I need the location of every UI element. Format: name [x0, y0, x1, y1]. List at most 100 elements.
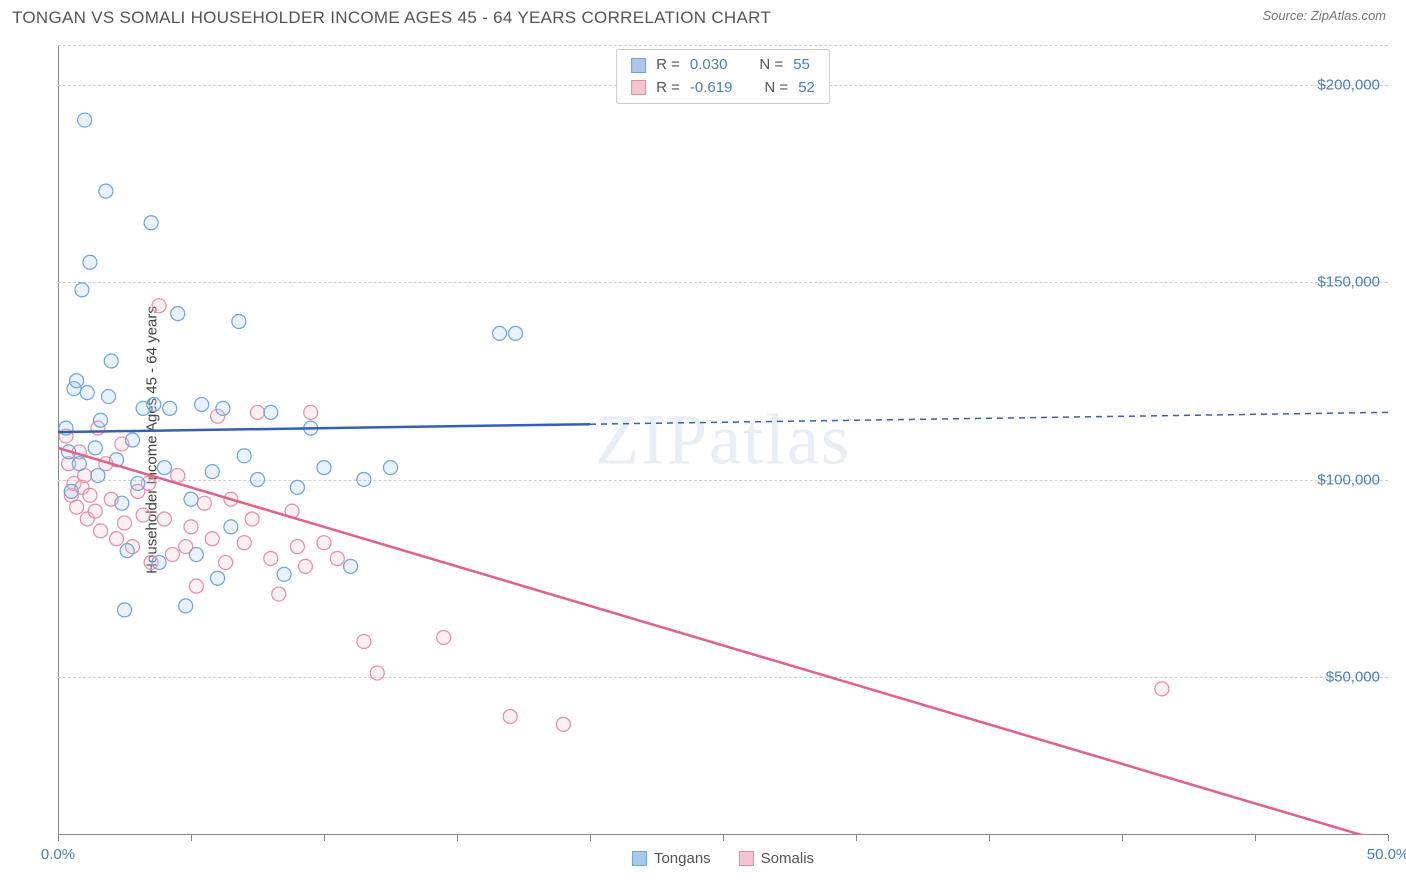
- r-label: R =: [656, 54, 680, 77]
- x-tick: [457, 835, 458, 841]
- data-point: [298, 559, 312, 573]
- r-label: R =: [656, 77, 680, 100]
- data-point: [144, 216, 158, 230]
- data-point: [125, 433, 139, 447]
- r-value-somalis: -0.619: [690, 77, 733, 100]
- data-point: [64, 484, 78, 498]
- data-point: [290, 540, 304, 554]
- data-point: [136, 508, 150, 522]
- data-point: [80, 386, 94, 400]
- data-point: [272, 587, 286, 601]
- data-point: [157, 461, 171, 475]
- legend-label-tongans: Tongans: [654, 850, 711, 867]
- data-point: [493, 326, 507, 340]
- legend-label-somalis: Somalis: [761, 850, 814, 867]
- x-tick: [1388, 835, 1389, 841]
- x-tick: [1122, 835, 1123, 841]
- data-point: [91, 469, 105, 483]
- data-point: [131, 476, 145, 490]
- data-point: [152, 555, 166, 569]
- data-point: [251, 473, 265, 487]
- data-point: [152, 299, 166, 313]
- n-value-tongans: 55: [793, 54, 810, 77]
- data-point: [147, 397, 161, 411]
- x-tick: [1255, 835, 1256, 841]
- data-point: [277, 567, 291, 581]
- source-label: Source: ZipAtlas.com: [1262, 8, 1386, 23]
- data-point: [75, 283, 89, 297]
- x-tick: [723, 835, 724, 841]
- legend-item-tongans: Tongans: [632, 850, 711, 867]
- swatch-somalis: [631, 80, 646, 95]
- chart-title: TONGAN VS SOMALI HOUSEHOLDER INCOME AGES…: [12, 8, 771, 28]
- data-point: [171, 469, 185, 483]
- bottom-legend: Tongans Somalis: [632, 850, 814, 867]
- data-point: [94, 413, 108, 427]
- data-point: [330, 552, 344, 566]
- stats-row-somalis: R = -0.619 N = 52: [631, 77, 815, 100]
- data-point: [237, 536, 251, 550]
- x-tick: [191, 835, 192, 841]
- header: TONGAN VS SOMALI HOUSEHOLDER INCOME AGES…: [0, 0, 1406, 28]
- swatch-tongans: [632, 851, 647, 866]
- data-point: [264, 405, 278, 419]
- data-point: [370, 666, 384, 680]
- data-point: [1155, 682, 1169, 696]
- data-point: [70, 374, 84, 388]
- data-point: [317, 536, 331, 550]
- data-point: [237, 449, 251, 463]
- chart-area: Householder Income Ages 45 - 64 years ZI…: [58, 45, 1388, 835]
- x-tick-label: 0.0%: [41, 846, 75, 863]
- n-label: N =: [759, 54, 783, 77]
- n-label: N =: [764, 77, 788, 100]
- scatter-plot: [58, 45, 1388, 835]
- data-point: [184, 492, 198, 506]
- data-point: [189, 579, 203, 593]
- data-point: [102, 390, 116, 404]
- data-point: [205, 532, 219, 546]
- swatch-somalis: [739, 851, 754, 866]
- data-point: [251, 405, 265, 419]
- data-point: [99, 184, 113, 198]
- data-point: [78, 113, 92, 127]
- data-point: [70, 500, 84, 514]
- data-point: [503, 710, 517, 724]
- data-point: [384, 461, 398, 475]
- x-tick-label: 50.0%: [1367, 846, 1406, 863]
- data-point: [115, 496, 129, 510]
- data-point: [189, 548, 203, 562]
- data-point: [357, 634, 371, 648]
- data-point: [118, 603, 132, 617]
- data-point: [197, 496, 211, 510]
- x-tick: [324, 835, 325, 841]
- x-tick: [989, 835, 990, 841]
- data-point: [165, 548, 179, 562]
- data-point: [216, 401, 230, 415]
- data-point: [195, 397, 209, 411]
- data-point: [357, 473, 371, 487]
- data-point: [110, 532, 124, 546]
- data-point: [509, 326, 523, 340]
- data-point: [88, 504, 102, 518]
- stats-row-tongans: R = 0.030 N = 55: [631, 54, 815, 77]
- data-point: [232, 315, 246, 329]
- data-point: [179, 599, 193, 613]
- data-point: [171, 307, 185, 321]
- data-point: [205, 465, 219, 479]
- trend-line-solid: [58, 424, 590, 432]
- swatch-tongans: [631, 58, 646, 73]
- data-point: [72, 457, 86, 471]
- data-point: [219, 555, 233, 569]
- data-point: [157, 512, 171, 526]
- data-point: [224, 520, 238, 534]
- data-point: [556, 717, 570, 731]
- x-tick: [590, 835, 591, 841]
- data-point: [290, 480, 304, 494]
- data-point: [163, 401, 177, 415]
- data-point: [245, 512, 259, 526]
- data-point: [94, 524, 108, 538]
- n-value-somalis: 52: [798, 77, 815, 100]
- data-point: [211, 571, 225, 585]
- trend-line-solid: [58, 448, 1388, 835]
- data-point: [88, 441, 102, 455]
